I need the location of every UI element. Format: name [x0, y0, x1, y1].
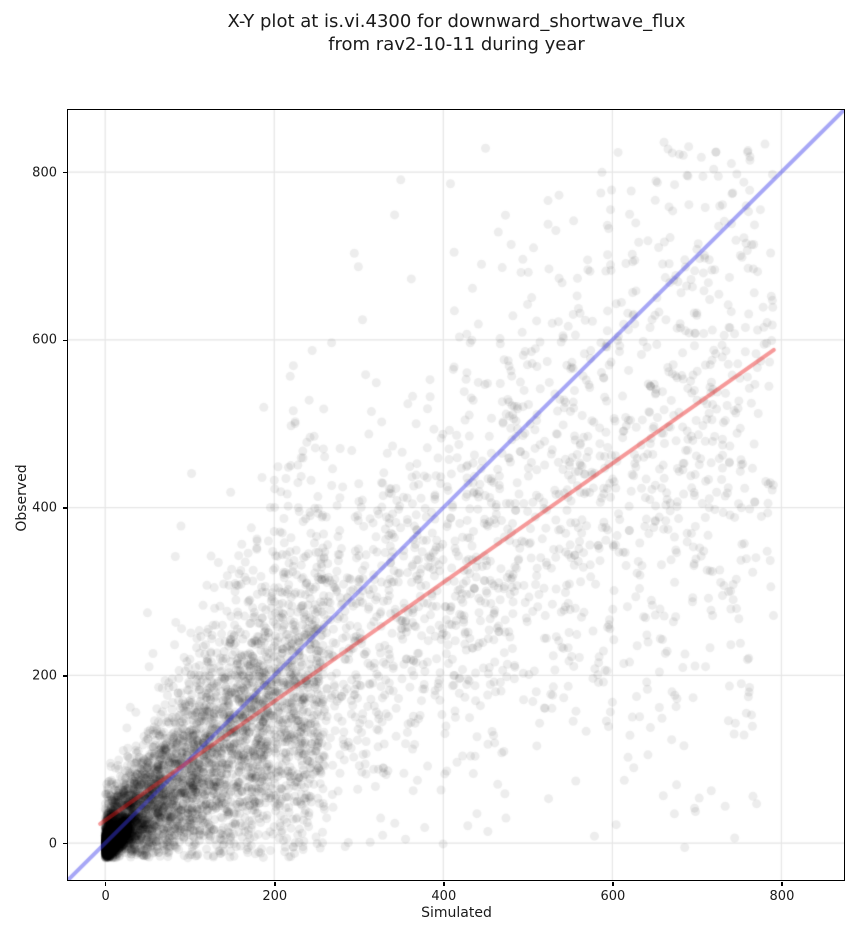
plot-area — [67, 109, 845, 881]
x-tick-mark — [104, 882, 107, 886]
y-tick-label: 400 — [32, 500, 57, 516]
x-axis-label: Simulated — [421, 905, 492, 921]
y-tick-mark — [63, 507, 67, 509]
y-tick-mark — [63, 339, 67, 342]
x-tick-label: 400 — [431, 888, 457, 904]
y-tick-mark — [63, 171, 67, 174]
x-tick-label: 0 — [101, 888, 110, 904]
x-tick-mark — [612, 882, 614, 886]
y-tick-mark — [63, 842, 67, 845]
x-tick-mark — [443, 882, 445, 886]
x-tick-label: 800 — [769, 888, 795, 904]
chart-title: X-Y plot at is.vi.4300 for downward_shor… — [67, 10, 846, 56]
x-tick-mark — [274, 882, 276, 886]
y-tick-label: 600 — [32, 332, 57, 348]
chart-title-line2: from rav2-10-11 during year — [328, 34, 585, 56]
y-tick-label: 200 — [32, 668, 57, 684]
x-tick-mark — [781, 882, 783, 886]
x-tick-label: 600 — [600, 888, 626, 904]
y-tick-label: 800 — [32, 165, 57, 181]
scatter-canvas — [68, 110, 844, 880]
chart-title-line1: X-Y plot at is.vi.4300 for downward_shor… — [227, 11, 686, 32]
y-tick-label: 0 — [48, 836, 57, 852]
x-tick-label: 200 — [262, 888, 288, 904]
y-tick-mark — [63, 675, 67, 677]
